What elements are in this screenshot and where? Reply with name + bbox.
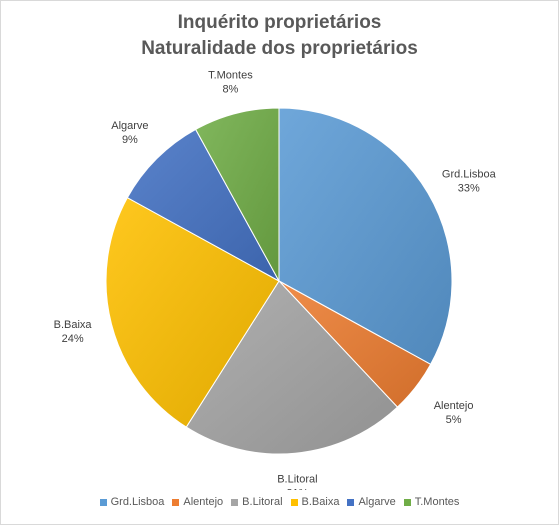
pie-slice-b-litoral bbox=[185, 280, 399, 455]
pie-slice-grd-lisboa bbox=[278, 107, 453, 366]
chart-subtitle: Naturalidade dos proprietários bbox=[141, 38, 418, 59]
data-label-value-alentejo: 5% bbox=[446, 414, 462, 426]
legend-item-b-baixa: B.Baixa bbox=[290, 496, 340, 508]
legend-label: Alentejo bbox=[183, 496, 224, 508]
data-label-category-alentejo: Alentejo bbox=[434, 400, 474, 412]
legend-swatch bbox=[172, 498, 180, 506]
data-label-value-algarve: 9% bbox=[122, 134, 138, 146]
data-label-category-t-montes: T.Montes bbox=[208, 70, 253, 82]
pie-slice-t-montes bbox=[194, 107, 280, 282]
legend-swatch bbox=[290, 498, 298, 506]
pie-slices bbox=[105, 107, 453, 455]
pie-chart: Grd.Lisboa 33% Alentejo 5% B.Litoral 21% B.Bai… bbox=[54, 70, 497, 490]
legend-item-b-litoral: B.Litoral bbox=[231, 496, 283, 508]
legend-label: Algarve bbox=[358, 496, 396, 508]
data-label-value-t-montes: 8% bbox=[222, 84, 238, 96]
legend-item-alentejo: Alentejo bbox=[172, 496, 223, 508]
data-label-value-grd-lisboa: 33% bbox=[458, 183, 480, 195]
legend-swatch bbox=[231, 498, 239, 506]
legend-label: T.Montes bbox=[414, 496, 460, 508]
legend-label: B.Litoral bbox=[242, 496, 283, 508]
legend-item-t-montes: T.Montes bbox=[403, 496, 460, 508]
legend-swatch bbox=[99, 498, 107, 506]
legend-swatch bbox=[403, 498, 411, 506]
legend-item-grd-lisboa: Grd.Lisboa bbox=[99, 496, 165, 508]
legend-label: Grd.Lisboa bbox=[110, 496, 165, 508]
data-label-category-b-baixa: B.Baixa bbox=[54, 319, 93, 331]
data-label-value-b-litoral: 21% bbox=[286, 488, 308, 490]
pie-slice-algarve bbox=[126, 128, 281, 283]
data-label-value-b-baixa: 24% bbox=[62, 333, 84, 345]
data-label-category-b-litoral: B.Litoral bbox=[277, 474, 317, 486]
pie-data-labels: Grd.Lisboa 33% Alentejo 5% B.Litoral 21% B.Bai… bbox=[54, 70, 497, 490]
data-label-category-algarve: Algarve bbox=[111, 120, 148, 132]
legend: Grd.Lisboa Alentejo B.Litoral B.Baixa Algarv… bbox=[0, 496, 559, 508]
chart-title: Inquérito proprietários bbox=[177, 12, 382, 33]
data-label-category-grd-lisboa: Grd.Lisboa bbox=[442, 169, 497, 181]
legend-swatch bbox=[347, 498, 355, 506]
pie-slice-b-baixa bbox=[105, 196, 280, 428]
legend-label: B.Baixa bbox=[301, 496, 340, 508]
legend-item-algarve: Algarve bbox=[347, 496, 396, 508]
